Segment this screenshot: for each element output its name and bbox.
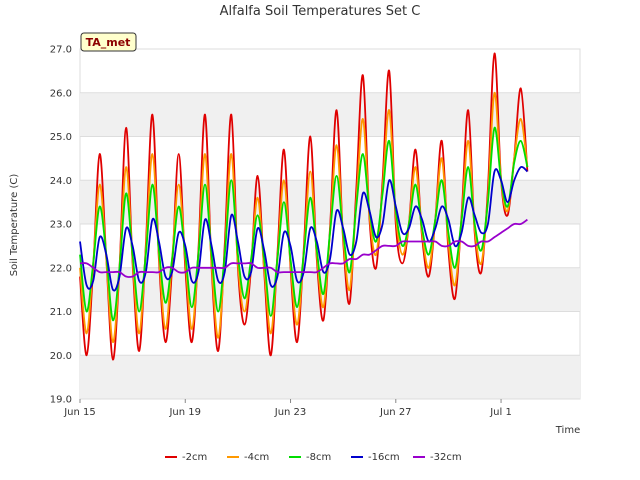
plot-band: [80, 92, 580, 137]
ta-met-badge[interactable]: TA_met: [80, 32, 137, 52]
y-axis-ticks: 19.0 20.0 21.0 22.0 23.0 24.0 25.0 26.0 27.0: [50, 45, 72, 406]
x-axis-label: Time: [555, 425, 580, 436]
legend-item[interactable]: -32cm: [413, 452, 462, 463]
series-line-minus-8cm: [79, 126, 529, 322]
plot-band: [80, 267, 580, 312]
y-tick-label: 21.0: [50, 307, 72, 318]
series-line-minus-2cm: [79, 52, 529, 361]
badge-box: [80, 32, 137, 52]
legend-label: -8cm: [306, 452, 331, 463]
x-tick-label: Jun 15: [63, 407, 96, 418]
y-tick-label: 24.0: [50, 176, 72, 187]
y-tick-label: 27.0: [50, 45, 72, 56]
legend-label: -2cm: [182, 452, 207, 463]
y-tick-label: 25.0: [50, 132, 72, 143]
y-axis-label: Soil Temperature (C): [9, 174, 20, 277]
legend-label: -4cm: [244, 452, 269, 463]
y-tick-label: 20.0: [50, 351, 72, 362]
x-tick-label: Jul 1: [489, 407, 512, 418]
legend-item[interactable]: -4cm: [227, 452, 269, 463]
series-line-minus-4cm: [79, 91, 529, 344]
series-line-minus-32cm: [79, 218, 528, 278]
legend-item[interactable]: -8cm: [289, 452, 331, 463]
y-tick-label: 26.0: [50, 88, 72, 99]
x-axis-ticks: Jun 15 Jun 19 Jun 23 Jun 27 Jul 1: [63, 399, 512, 418]
x-tick-label: Jun 19: [168, 407, 201, 418]
legend-label: -32cm: [430, 452, 462, 463]
plot-band: [80, 355, 580, 399]
legend-item[interactable]: -2cm: [165, 452, 207, 463]
y-tick-label: 19.0: [50, 395, 72, 406]
series-group: [79, 52, 529, 361]
y-tick-label: 22.0: [50, 263, 72, 274]
legend: -2cm -4cm -8cm -16cm -32cm: [165, 452, 462, 463]
x-tick-label: Jun 27: [379, 407, 412, 418]
y-tick-label: 23.0: [50, 220, 72, 231]
legend-item[interactable]: -16cm: [351, 452, 400, 463]
chart-title: Alfalfa Soil Temperatures Set C: [220, 4, 421, 19]
badge-label: TA_met: [86, 36, 131, 49]
x-tick-label: Jun 23: [274, 407, 307, 418]
legend-label: -16cm: [368, 452, 400, 463]
